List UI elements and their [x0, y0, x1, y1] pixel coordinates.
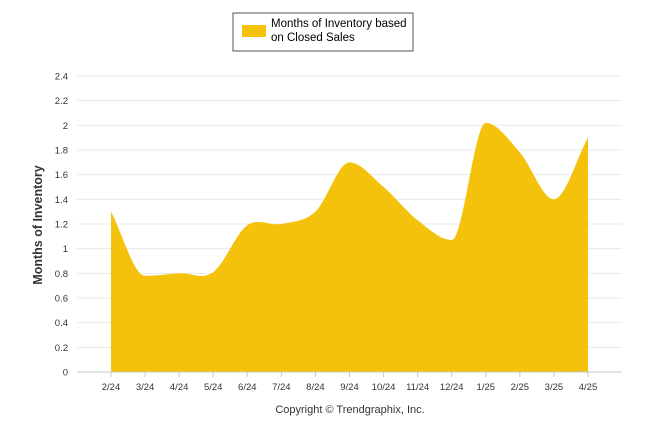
y-tick-label: 2.2 [55, 96, 68, 107]
y-tick-label: 0.4 [55, 318, 68, 329]
y-tick-label: 1.2 [55, 220, 68, 231]
x-tick-label: 8/24 [306, 382, 325, 393]
y-tick-label: 0.8 [55, 269, 68, 280]
x-axis-ticks: 2/24 3/24 4/24 5/24 6/24 7/24 8/24 9/24 10/24 11/… [102, 372, 598, 393]
x-tick-label: 12/24 [440, 382, 464, 393]
legend-swatch [242, 25, 266, 37]
x-tick-label: 2/25 [511, 382, 530, 393]
x-tick-label: 6/24 [238, 382, 257, 393]
x-tick-label: 10/24 [372, 382, 396, 393]
x-tick-label: 9/24 [340, 382, 359, 393]
y-tick-label: 2 [63, 121, 68, 132]
legend-label-line-1: Months of Inventory based [271, 18, 407, 30]
x-tick-label: 11/24 [406, 382, 429, 393]
copyright-credit: Copyright © Trendgraphix, Inc. [275, 404, 424, 416]
legend-label-line-2: on Closed Sales [271, 32, 355, 44]
x-tick-label: 5/24 [204, 382, 223, 393]
y-axis-ticks: 0 0.2 0.4 0.6 0.8 1 1.2 1.4 1.6 1.8 2 2.2 2.4 [55, 72, 68, 379]
y-axis-title: Months of Inventory [31, 165, 45, 284]
y-tick-label: 0.2 [55, 343, 68, 354]
y-tick-label: 1 [63, 244, 68, 255]
y-tick-label: 2.4 [55, 72, 68, 83]
x-tick-label: 3/24 [136, 382, 155, 393]
x-tick-label: 3/25 [545, 382, 564, 393]
legend[interactable]: Months of Inventory based on Closed Sale… [232, 12, 414, 52]
area-series-months-of-inventory[interactable] [111, 122, 588, 372]
y-tick-label: 1.8 [55, 146, 68, 157]
y-tick-label: 1.4 [55, 195, 68, 206]
y-tick-label: 0.6 [55, 294, 68, 305]
y-tick-label: 1.6 [55, 170, 68, 181]
x-tick-label: 2/24 [102, 382, 121, 393]
y-tick-label: 0 [63, 368, 68, 379]
x-tick-label: 1/25 [477, 382, 496, 393]
x-tick-label: 4/24 [170, 382, 189, 393]
x-tick-label: 7/24 [272, 382, 291, 393]
x-tick-label: 4/25 [579, 382, 598, 393]
